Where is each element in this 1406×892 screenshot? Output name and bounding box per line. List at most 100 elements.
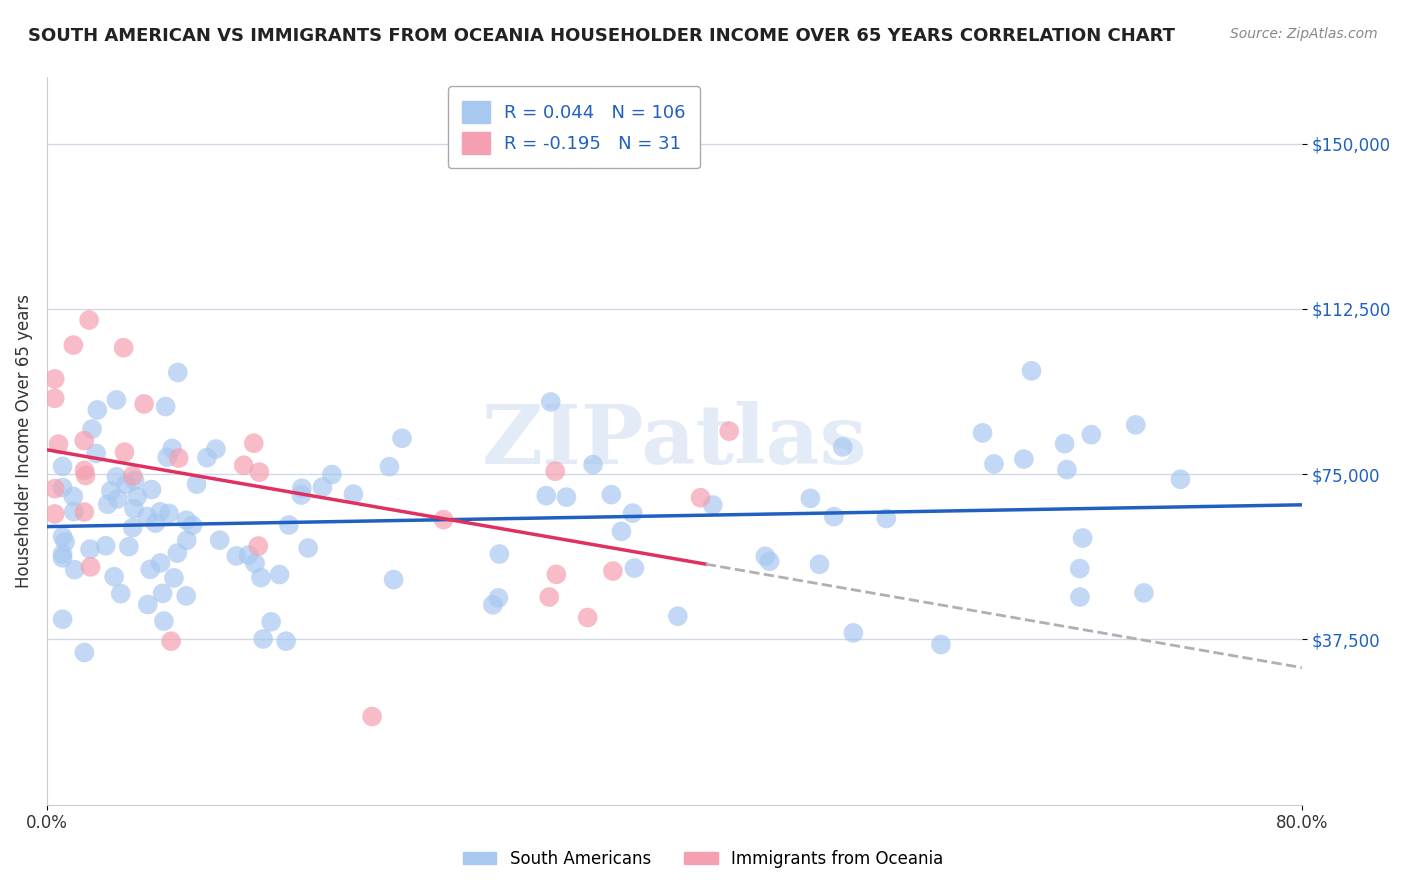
- Point: [621, 506, 644, 520]
- Point: [62, 338, 84, 352]
- Point: [342, 487, 364, 501]
- Point: [842, 626, 865, 640]
- Point: [361, 709, 384, 723]
- Point: [73, 434, 96, 448]
- Point: [44, 507, 66, 521]
- Point: [391, 431, 413, 445]
- Point: [623, 561, 645, 575]
- Point: [321, 467, 343, 482]
- Point: [972, 425, 994, 440]
- Point: [77, 313, 100, 327]
- Point: [149, 505, 172, 519]
- Point: [186, 477, 208, 491]
- Point: [149, 556, 172, 570]
- Point: [52, 550, 75, 565]
- Point: [100, 483, 122, 498]
- Point: [238, 548, 260, 562]
- Point: [1069, 561, 1091, 575]
- Point: [97, 497, 120, 511]
- Point: [153, 614, 176, 628]
- Point: [105, 470, 128, 484]
- Point: [247, 465, 270, 479]
- Point: [610, 524, 633, 539]
- Point: [79, 542, 101, 557]
- Point: [181, 518, 204, 533]
- Point: [44, 482, 66, 496]
- Point: [136, 509, 159, 524]
- Point: [62, 504, 84, 518]
- Point: [1125, 417, 1147, 432]
- Point: [602, 564, 624, 578]
- Point: [297, 541, 319, 555]
- Point: [1069, 590, 1091, 604]
- Point: [247, 539, 270, 553]
- Point: [1056, 462, 1078, 476]
- Point: [52, 612, 75, 626]
- Point: [44, 372, 66, 386]
- Point: [1133, 586, 1156, 600]
- Point: [546, 567, 568, 582]
- Point: [75, 468, 97, 483]
- Point: [52, 530, 75, 544]
- Point: [754, 549, 776, 564]
- Point: [243, 436, 266, 450]
- Point: [136, 598, 159, 612]
- Legend: South Americans, Immigrants from Oceania: South Americans, Immigrants from Oceania: [457, 844, 949, 875]
- Point: [110, 587, 132, 601]
- Point: [486, 591, 509, 605]
- Point: [540, 395, 562, 409]
- Point: [121, 469, 143, 483]
- Point: [195, 450, 218, 465]
- Point: [176, 533, 198, 548]
- Point: [277, 518, 299, 533]
- Point: [544, 464, 567, 478]
- Point: [290, 488, 312, 502]
- Point: [269, 567, 291, 582]
- Point: [378, 459, 401, 474]
- Point: [232, 458, 254, 473]
- Text: ZIPatlas: ZIPatlas: [482, 401, 868, 481]
- Point: [105, 392, 128, 407]
- Point: [114, 445, 136, 459]
- Point: [79, 559, 101, 574]
- Point: [174, 589, 197, 603]
- Point: [112, 341, 135, 355]
- Point: [127, 490, 149, 504]
- Point: [689, 491, 711, 505]
- Point: [432, 513, 454, 527]
- Point: [243, 557, 266, 571]
- Point: [252, 632, 274, 646]
- Point: [160, 442, 183, 456]
- Point: [1021, 364, 1043, 378]
- Point: [62, 490, 84, 504]
- Point: [166, 546, 188, 560]
- Point: [94, 539, 117, 553]
- Point: [1170, 472, 1192, 486]
- Point: [250, 571, 273, 585]
- Text: SOUTH AMERICAN VS IMMIGRANTS FROM OCEANIA HOUSEHOLDER INCOME OVER 65 YEARS CORRE: SOUTH AMERICAN VS IMMIGRANTS FROM OCEANI…: [28, 27, 1175, 45]
- Point: [132, 397, 155, 411]
- Point: [799, 491, 821, 506]
- Point: [555, 490, 578, 504]
- Point: [166, 366, 188, 380]
- Point: [121, 521, 143, 535]
- Point: [1071, 531, 1094, 545]
- Point: [107, 491, 129, 506]
- Point: [86, 403, 108, 417]
- Y-axis label: Householder Income Over 65 years: Householder Income Over 65 years: [15, 294, 32, 588]
- Point: [124, 474, 146, 488]
- Point: [167, 451, 190, 466]
- Point: [260, 615, 283, 629]
- Point: [538, 590, 561, 604]
- Point: [152, 586, 174, 600]
- Point: [831, 440, 853, 454]
- Point: [758, 554, 780, 568]
- Point: [156, 450, 179, 465]
- Point: [176, 513, 198, 527]
- Point: [929, 638, 952, 652]
- Point: [208, 533, 231, 548]
- Point: [582, 458, 605, 472]
- Point: [291, 481, 314, 495]
- Point: [122, 501, 145, 516]
- Point: [53, 534, 76, 549]
